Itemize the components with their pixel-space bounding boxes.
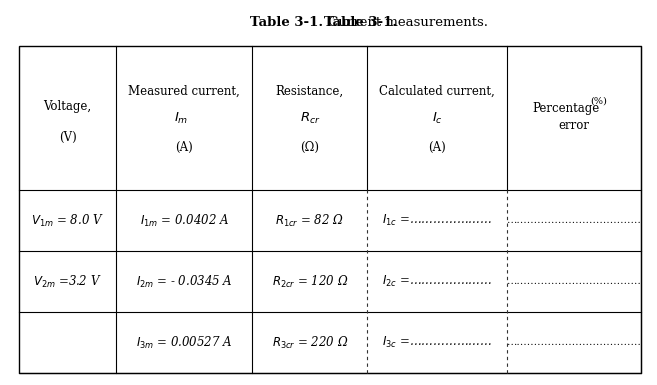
Text: Table 3-1.: Table 3-1. — [324, 16, 397, 29]
Text: $I_{2c}$ =…………………: $I_{2c}$ =………………… — [382, 274, 492, 290]
Text: …………………………………: ………………………………… — [507, 338, 641, 347]
Text: Table 3-1.: Table 3-1. — [250, 16, 324, 29]
Text: $R_{2cr}$ = 120 Ω: $R_{2cr}$ = 120 Ω — [272, 274, 348, 290]
Text: (Ω): (Ω) — [300, 141, 319, 154]
Text: (A): (A) — [428, 141, 446, 154]
Text: …………………………………: ………………………………… — [507, 216, 641, 225]
Text: (A): (A) — [175, 141, 193, 154]
Text: …………………………………: ………………………………… — [507, 277, 641, 286]
Text: Current measurements.: Current measurements. — [324, 16, 487, 29]
Text: $I_{2m}$ = - 0.0345 A: $I_{2m}$ = - 0.0345 A — [136, 274, 233, 290]
Text: Calculated current,: Calculated current, — [379, 85, 495, 98]
Text: $V_{1m}$ = 8.0 V: $V_{1m}$ = 8.0 V — [31, 213, 104, 229]
Text: (%): (%) — [590, 96, 607, 105]
Text: $I_{3m}$ = 0.00527 A: $I_{3m}$ = 0.00527 A — [136, 335, 233, 351]
Text: (V): (V) — [58, 131, 76, 144]
Text: $R_{cr}$: $R_{cr}$ — [300, 110, 320, 126]
Text: $I_{3c}$ =…………………: $I_{3c}$ =………………… — [382, 335, 492, 350]
Text: $R_{3cr}$ = 220 Ω: $R_{3cr}$ = 220 Ω — [272, 335, 348, 351]
Text: Table 3-1. Current measurements.: Table 3-1. Current measurements. — [208, 16, 439, 29]
Text: Voltage,: Voltage, — [43, 100, 91, 113]
Text: Measured current,: Measured current, — [128, 85, 240, 98]
Text: $I_{1c}$ =…………………: $I_{1c}$ =………………… — [382, 213, 492, 228]
Text: $I_{1m}$ = 0.0402 A: $I_{1m}$ = 0.0402 A — [139, 213, 229, 229]
Text: error: error — [558, 119, 589, 132]
Text: Percentage: Percentage — [533, 102, 600, 115]
Text: $R_{1cr}$ = 82 Ω: $R_{1cr}$ = 82 Ω — [275, 213, 344, 229]
Text: $V_{2m}$ =3.2 V: $V_{2m}$ =3.2 V — [34, 274, 102, 290]
Text: Resistance,: Resistance, — [276, 85, 344, 98]
Text: $I_{c}$: $I_{c}$ — [432, 110, 443, 126]
Text: $I_{m}$: $I_{m}$ — [173, 110, 188, 126]
